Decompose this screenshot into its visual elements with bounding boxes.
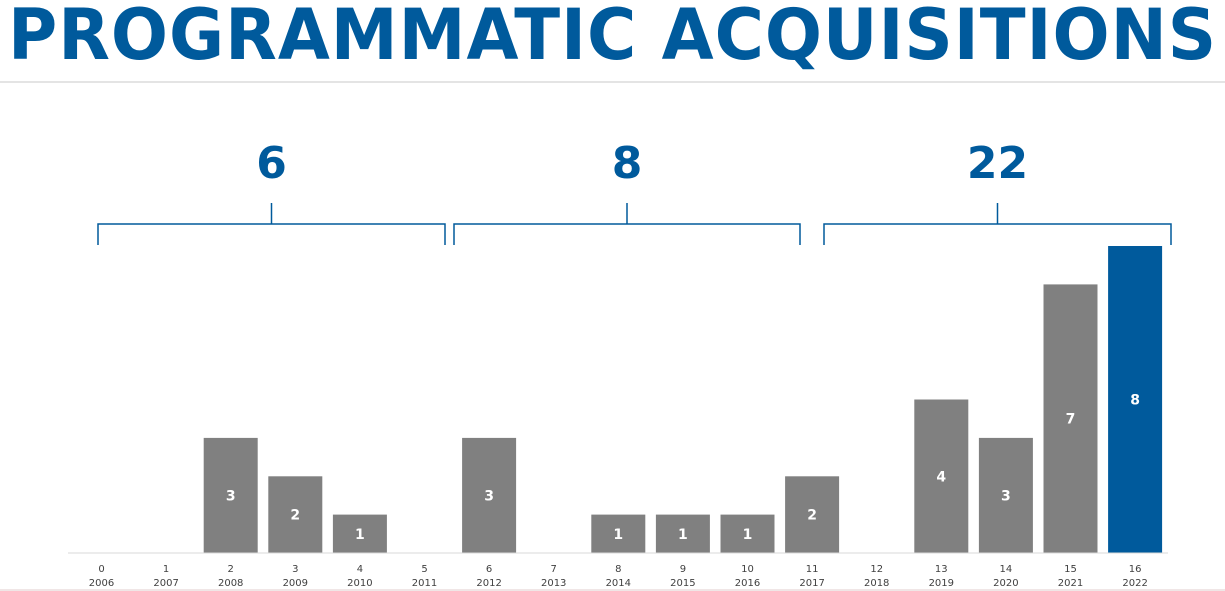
x-tick-year: 2016 (735, 578, 760, 589)
x-tick-index: 16 (1129, 564, 1142, 575)
x-tick-year: 2020 (993, 578, 1018, 589)
group-total-label: 6 (256, 138, 287, 189)
x-tick-year: 2018 (864, 578, 889, 589)
bar-value-label: 1 (355, 527, 365, 543)
x-tick-year: 2012 (476, 578, 501, 589)
x-tick-index: 3 (292, 564, 298, 575)
bar-2010 (332, 514, 387, 553)
x-tick-index: 9 (680, 564, 686, 575)
bar-value-label: 2 (290, 508, 300, 524)
x-tick-index: 2 (228, 564, 234, 575)
bar-2019 (914, 399, 969, 553)
bar-2015 (655, 514, 710, 553)
x-tick-year: 2015 (670, 578, 695, 589)
x-tick-year: 2022 (1122, 578, 1147, 589)
bar-2022 (1108, 246, 1163, 553)
bar-value-label: 3 (484, 488, 494, 504)
bars-layer: 3 2 1 3 1 1 1 2 4 3 7 8 (203, 246, 1163, 554)
bar-value-label: 2 (807, 508, 817, 524)
x-tick-year: 2021 (1058, 578, 1083, 589)
x-tick-index: 6 (486, 564, 492, 575)
bar-2008 (203, 437, 258, 553)
x-tick-year: 2011 (412, 578, 437, 589)
title-divider (0, 81, 1225, 83)
bar-2009 (268, 476, 323, 554)
x-tick-index: 7 (551, 564, 557, 575)
bar-2017 (785, 476, 840, 554)
group-total-label: 8 (612, 138, 643, 189)
bar-value-label: 7 (1066, 412, 1076, 428)
x-tick-index: 4 (357, 564, 363, 575)
group-bracket (823, 203, 1172, 245)
x-tick-year: 2010 (347, 578, 372, 589)
x-tick-index: 5 (421, 564, 427, 575)
x-tick-index: 0 (98, 564, 104, 575)
x-tick-index: 13 (935, 564, 948, 575)
x-tick-year: 2014 (606, 578, 631, 589)
bar-2012 (462, 437, 517, 553)
group-bracket (453, 203, 801, 245)
x-tick-index: 15 (1064, 564, 1077, 575)
x-tick-index: 1 (163, 564, 169, 575)
bar-value-label: 1 (613, 527, 623, 543)
bar-value-label: 8 (1130, 393, 1140, 409)
x-tick-year: 2007 (153, 578, 178, 589)
bar-value-label: 4 (936, 469, 946, 485)
x-tick-year: 2006 (89, 578, 114, 589)
bar-value-label: 3 (1001, 488, 1011, 504)
x-tick-year: 2009 (283, 578, 308, 589)
page-title: PROGRAMMATIC ACQUISITIONS (8, 0, 1218, 76)
bar-2020 (978, 437, 1033, 553)
x-tick-index: 8 (615, 564, 621, 575)
bar-2016 (720, 514, 775, 553)
x-tick-year: 2019 (929, 578, 954, 589)
bar-2014 (591, 514, 646, 553)
footer-divider (0, 589, 1225, 591)
x-tick-year: 2008 (218, 578, 243, 589)
x-tick-year: 2013 (541, 578, 566, 589)
bar-value-label: 1 (743, 527, 753, 543)
x-tick-index: 12 (870, 564, 883, 575)
bar-2021 (1043, 284, 1098, 553)
group-bracket (97, 203, 446, 245)
x-tick-index: 14 (1000, 564, 1013, 575)
group-brackets: 6 8 22 (97, 138, 1172, 245)
x-axis-ticks: 0 2006 1 2007 2 2008 3 2009 4 2010 5 2011 6 2012 7 2013… (89, 564, 1148, 589)
x-tick-index: 11 (806, 564, 819, 575)
x-tick-year: 2017 (799, 578, 824, 589)
bar-value-label: 3 (226, 488, 236, 504)
x-tick-index: 10 (741, 564, 754, 575)
group-total-label: 22 (967, 138, 1028, 189)
bar-value-label: 1 (678, 527, 688, 543)
